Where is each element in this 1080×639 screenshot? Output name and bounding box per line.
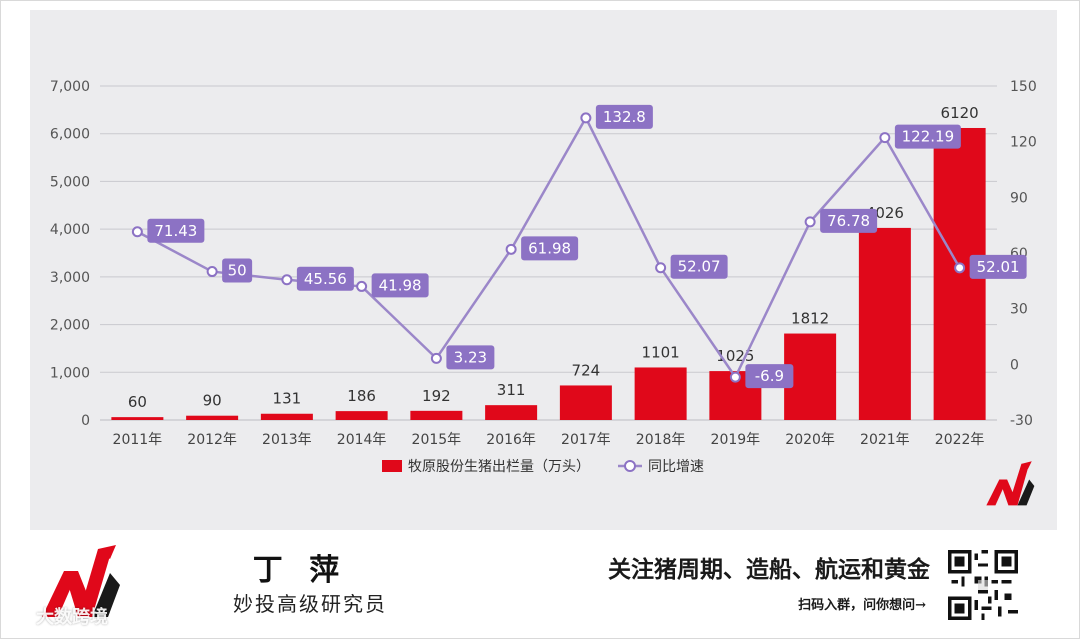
line-data-label: 132.8 [603, 108, 646, 126]
growth-line [136, 116, 961, 379]
bar-data-label: 724 [572, 361, 601, 379]
author-title: 妙投高级研究员 [233, 592, 387, 616]
line-data-label-box [745, 364, 794, 389]
x-axis-tick-label: 2022年 [935, 432, 985, 448]
left-axis-tick-label: 3,000 [50, 270, 90, 286]
x-axis-tick-label: 2018年 [636, 432, 686, 448]
left-axis-tick-label: 6,000 [50, 127, 90, 143]
bar-data-label: 1812 [791, 310, 829, 328]
line-data-label: 52.01 [977, 258, 1020, 276]
x-axis-tick-label: 2017年 [561, 432, 611, 448]
right-axis-tick-label: 150 [1010, 79, 1037, 95]
x-axis-tick-label: 2013年 [262, 432, 312, 448]
bar [335, 411, 388, 420]
footer [0, 530, 1080, 639]
left-axis-tick-label: 5,000 [50, 174, 90, 190]
watermark: 大数跨境 [6, 603, 108, 629]
bar-data-label: 1101 [642, 343, 680, 361]
bar [485, 405, 538, 420]
line-data-label: -6.9 [755, 367, 784, 385]
x-axis-tick-label: 2012年 [187, 432, 237, 448]
line-data-label-box [446, 345, 495, 370]
bar [634, 367, 687, 420]
bar-data-label: 311 [497, 381, 526, 399]
line-data-label: 45.56 [304, 270, 347, 288]
line-data-label-box [820, 208, 878, 233]
line-point [430, 352, 442, 364]
right-axis-tick-label: 0 [1010, 357, 1019, 373]
line-data-label: 52.07 [678, 258, 721, 276]
line-data-label-box [296, 266, 354, 291]
legend-line-marker [624, 460, 636, 472]
x-axis-tick-label: 2021年 [860, 432, 910, 448]
right-axis-tick-label: -30 [1010, 413, 1033, 429]
line-point [879, 132, 891, 144]
right-axis-tick-label: 120 [1010, 135, 1037, 151]
bar-data-label: 90 [203, 392, 222, 410]
left-axis-tick-label: 2,000 [50, 318, 90, 334]
line-data-label-box [521, 236, 579, 261]
x-axis-tick-label: 2015年 [412, 432, 462, 448]
line-data-label: 122.19 [902, 128, 955, 146]
line-point [505, 243, 517, 255]
line-data-label: 61.98 [528, 239, 571, 257]
line-point [729, 371, 741, 383]
line-data-label-box [670, 254, 728, 279]
scan-qr-text[interactable]: 扫码入群，问你想问→ [798, 598, 926, 613]
right-axis-tick-label: 30 [1010, 302, 1028, 318]
tagline: 关注猪周期、造船、航运和黄金 [608, 556, 930, 583]
legend-bar-swatch [382, 460, 402, 472]
watermark-logo-icon [7, 608, 30, 625]
line-data-label-box [147, 218, 205, 243]
x-axis-tick-label: 2016年 [486, 432, 536, 448]
line-point [804, 216, 816, 228]
x-axis-tick-label: 2020年 [785, 432, 835, 448]
left-axis-tick-label: 7,000 [50, 79, 90, 95]
x-axis-tick-label: 2019年 [711, 432, 761, 448]
bar [186, 415, 239, 420]
right-axis-tick-label: 90 [1010, 190, 1028, 206]
line-data-label: 50 [228, 262, 247, 280]
x-axis-tick-label: 2011年 [113, 432, 163, 448]
bar-data-label: 1025 [716, 347, 754, 365]
qr-code-icon[interactable] [948, 550, 1018, 620]
line-data-label: 76.78 [827, 212, 870, 230]
line-point [580, 112, 592, 124]
bar-data-label: 60 [128, 393, 147, 411]
line-data-label-box [595, 104, 653, 129]
bar [111, 417, 164, 420]
line-point [281, 274, 293, 286]
line-point [954, 262, 966, 274]
legend-line-label: 同比增速 [648, 459, 704, 475]
watermark-text: 大数跨境 [36, 607, 108, 628]
left-axis-tick-label: 1,000 [50, 365, 90, 381]
line-point [655, 262, 667, 274]
brand-logo-small-icon [986, 461, 1035, 506]
line-data-label-box [222, 258, 253, 283]
line-data-label: 71.43 [154, 222, 197, 240]
author-name: 丁 萍 [252, 553, 348, 588]
line-point [206, 266, 218, 278]
line-point [131, 226, 143, 238]
line-data-label: 3.23 [454, 348, 487, 366]
bar-data-label: 192 [422, 387, 451, 405]
brand-logo-icon [42, 545, 120, 617]
x-axis-tick-label: 2014年 [337, 432, 387, 448]
legend-bar-label: 牧原股份生猪出栏量（万头） [408, 459, 590, 475]
line-data-label-box [371, 273, 429, 298]
line-data-label-box [894, 124, 961, 149]
left-axis-tick-label: 4,000 [50, 222, 90, 238]
combo-chart: 0 1,000 2,000 3,000 4,000 5,000 6,000 7,000 -30 0… [50, 79, 1037, 475]
bar-data-label: 6120 [941, 104, 979, 122]
bar [858, 227, 911, 420]
line-data-label-box [969, 254, 1027, 279]
bar [260, 413, 313, 420]
bar-data-label: 186 [347, 387, 376, 405]
bar-data-label: 131 [273, 390, 302, 408]
bar [410, 410, 463, 420]
bar [559, 385, 612, 420]
line-data-label: 41.98 [379, 276, 422, 294]
left-axis-tick-label: 0 [81, 413, 90, 429]
line-point [356, 280, 368, 292]
